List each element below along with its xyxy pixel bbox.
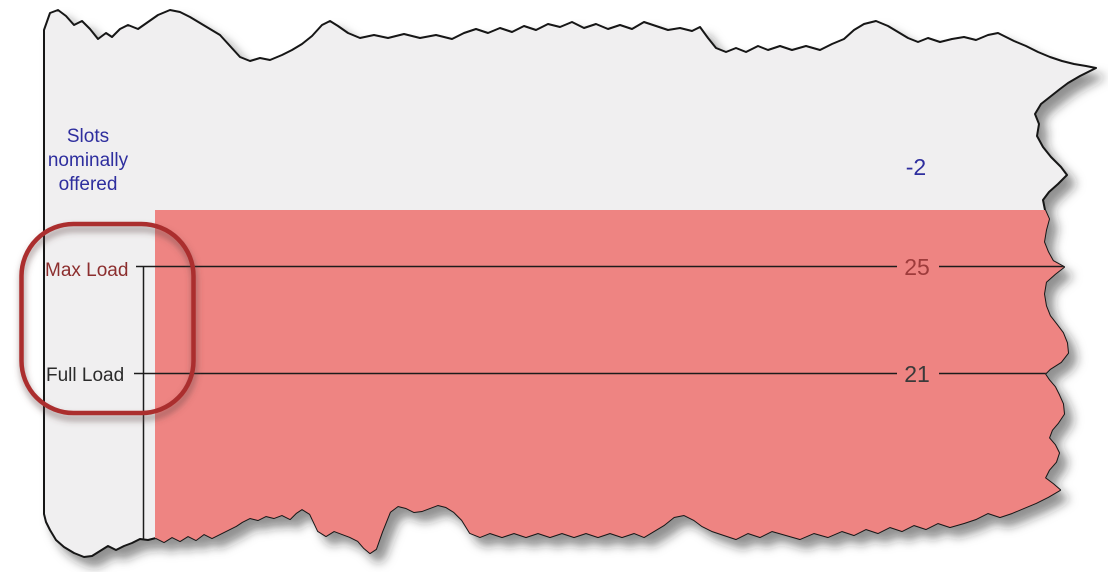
full-load-value: 21 [904,361,930,387]
max-load-value: 25 [904,254,930,280]
axis-title-line-2: nominally [48,150,129,171]
axis-title-line-1: Slots [67,126,109,147]
highlight-ring-annotation [19,221,196,416]
slots-offered-value: -2 [906,154,926,180]
max-load-label: Max Load [45,260,128,281]
full-load-label: Full Load [46,365,124,386]
overload-region [155,210,1096,557]
axis-title-line-3: offered [59,174,118,195]
